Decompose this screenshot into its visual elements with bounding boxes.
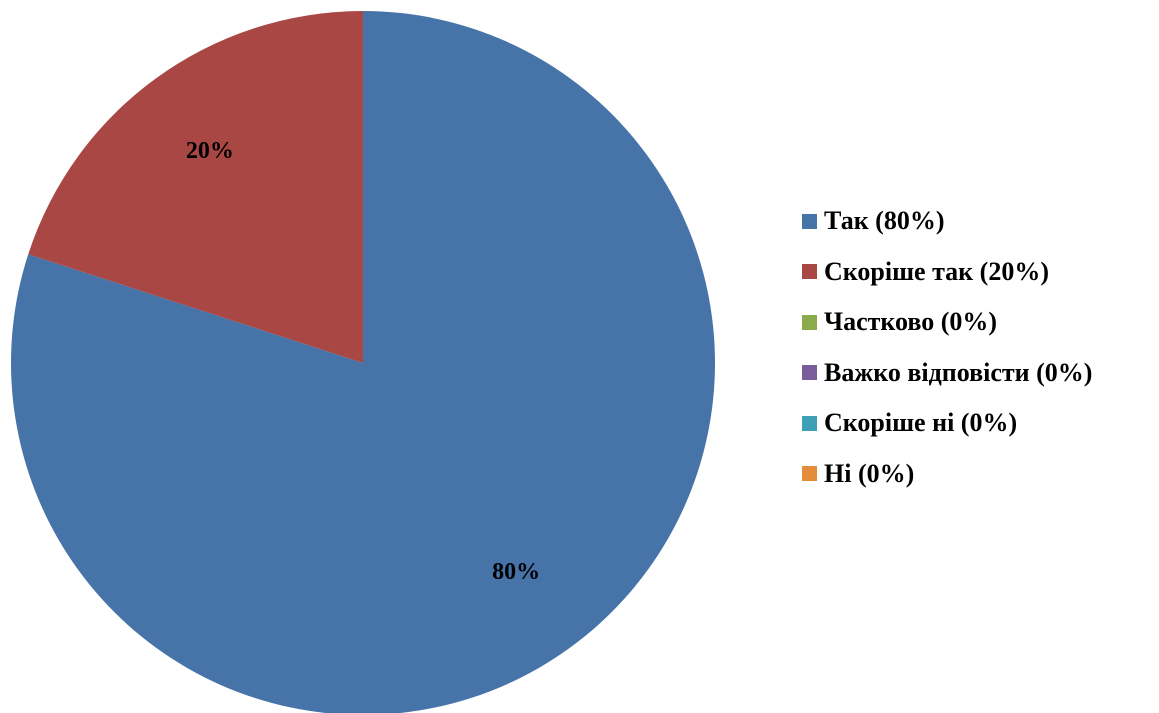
data-label-0: 80% <box>492 559 540 585</box>
legend-item-1: Скоріше так (20%) <box>802 247 1092 298</box>
legend-item-4: Скоріше ні (0%) <box>802 398 1092 449</box>
legend-item-5: Ні (0%) <box>802 449 1092 500</box>
legend-swatch <box>802 365 817 381</box>
legend-swatch <box>802 264 817 280</box>
chart-legend: Так (80%) Скоріше так (20%) Частково (0%) В… <box>802 196 1092 499</box>
legend-label: Так (80%) <box>824 206 945 236</box>
legend-swatch <box>802 415 817 431</box>
legend-label: Частково (0%) <box>824 307 998 337</box>
legend-swatch <box>802 466 817 482</box>
legend-swatch <box>802 213 817 229</box>
legend-item-2: Частково (0%) <box>802 297 1092 348</box>
legend-label: Скоріше ні (0%) <box>824 408 1018 438</box>
legend-label: Скоріше так (20%) <box>824 256 1049 286</box>
legend-label: Важко відповісти (0%) <box>824 357 1093 387</box>
data-label-1: 20% <box>186 138 234 164</box>
pie-slices <box>11 11 715 713</box>
legend-item-3: Важко відповісти (0%) <box>802 348 1092 399</box>
pie-slice-0 <box>11 11 715 713</box>
pie-data-labels: 80% 20% <box>186 138 540 585</box>
legend-label: Ні (0%) <box>824 458 915 488</box>
legend-item-0: Так (80%) <box>802 196 1092 247</box>
legend-swatch <box>802 314 817 330</box>
pie-slice-1 <box>28 11 363 363</box>
